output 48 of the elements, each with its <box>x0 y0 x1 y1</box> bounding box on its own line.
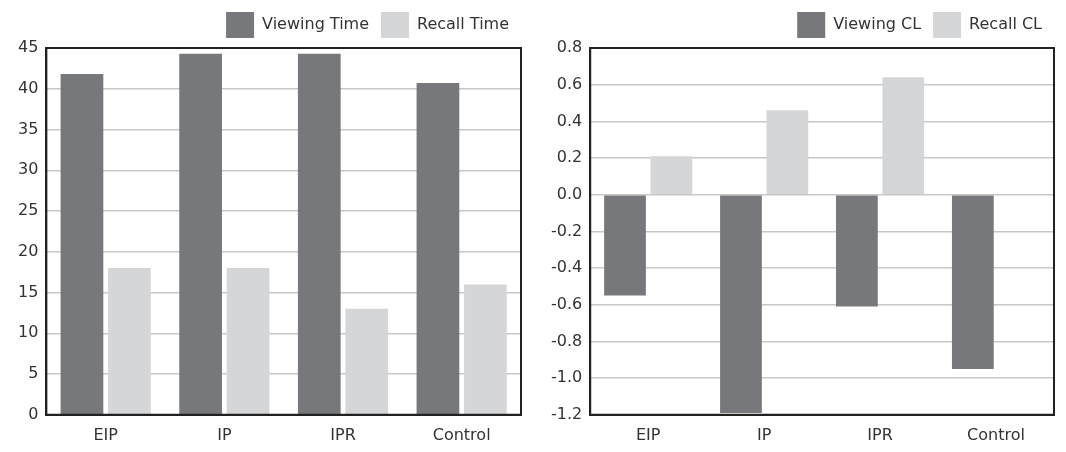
y-tick-label: 20 <box>18 240 39 260</box>
bar <box>226 268 270 415</box>
y-tick-label: 40 <box>18 77 39 97</box>
x-tick-label: IP <box>756 424 772 444</box>
y-tick-label: -0.4 <box>551 257 583 277</box>
y-tick-label: 0.0 <box>556 183 583 203</box>
x-tick-label: IP <box>217 424 232 444</box>
y-tick-label: -1.2 <box>551 403 583 423</box>
y-tick-label: 30 <box>18 159 39 179</box>
bar <box>297 53 341 415</box>
y-tick-label: 0 <box>28 403 39 423</box>
bar <box>60 74 104 415</box>
y-tick-label: 35 <box>18 118 39 138</box>
bar <box>464 284 507 415</box>
y-tick-label: -0.8 <box>551 330 583 350</box>
y-tick-label: -1.0 <box>551 367 583 387</box>
x-tick-label: Control <box>967 424 1025 444</box>
x-tick-label: EIP <box>93 424 119 444</box>
y-tick-label: 15 <box>18 281 39 301</box>
bar <box>604 195 646 296</box>
x-tick-label: IPR <box>330 424 356 444</box>
y-tick-label: -0.6 <box>551 293 583 313</box>
y-tick-label: 0.2 <box>556 147 583 167</box>
bar <box>416 83 460 415</box>
y-tick-label: 0.4 <box>556 110 583 130</box>
y-tick-label: 25 <box>18 200 39 220</box>
bar <box>108 268 151 415</box>
y-tick-label: 45 <box>18 37 39 57</box>
bar <box>650 156 693 194</box>
legend-label: Recall Time <box>417 14 510 34</box>
bar <box>766 110 809 194</box>
legend-label: Viewing CL <box>833 14 922 34</box>
legend-label: Recall CL <box>969 14 1043 34</box>
y-tick-label: 10 <box>18 322 39 342</box>
y-tick-label: 5 <box>28 363 39 383</box>
bar <box>345 308 389 415</box>
x-tick-label: EIP <box>635 424 661 444</box>
legend-label: Viewing Time <box>262 14 370 34</box>
y-tick-label: -0.2 <box>551 220 583 240</box>
y-tick-label: 0.8 <box>556 37 583 57</box>
x-tick-label: Control <box>432 424 491 444</box>
y-tick-label: 0.6 <box>556 73 583 93</box>
bar <box>836 195 878 307</box>
x-tick-label: IPR <box>867 424 893 444</box>
bar <box>882 77 925 194</box>
bar <box>951 195 994 369</box>
bar <box>720 195 762 413</box>
bar <box>179 53 222 415</box>
